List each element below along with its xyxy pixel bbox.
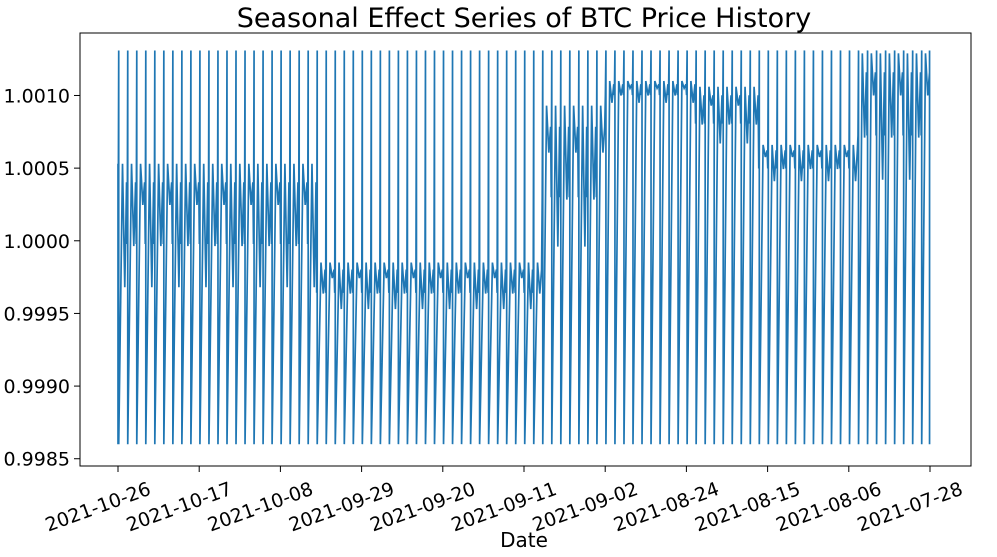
y-tick-label: 0.9995 [4, 303, 70, 325]
y-tick-label: 1.0005 [4, 158, 70, 180]
y-tick-label: 0.9985 [4, 449, 70, 471]
plot-area [117, 50, 931, 445]
y-tick-label: 1.0000 [4, 231, 70, 253]
y-tick-label: 0.9990 [4, 376, 70, 398]
chart-title: Seasonal Effect Series of BTC Price Hist… [237, 3, 812, 34]
x-axis-label: Date [500, 528, 548, 552]
y-tick-label: 1.0010 [4, 85, 70, 107]
series-line-seasonal [117, 50, 931, 445]
plot-frame [79, 32, 972, 467]
y-axis: 0.9985 0.9990 0.9995 1.0000 1.0005 1.0010 [4, 85, 80, 471]
x-axis: 2021-10-262021-10-172021-10-082021-09-29… [42, 466, 966, 536]
